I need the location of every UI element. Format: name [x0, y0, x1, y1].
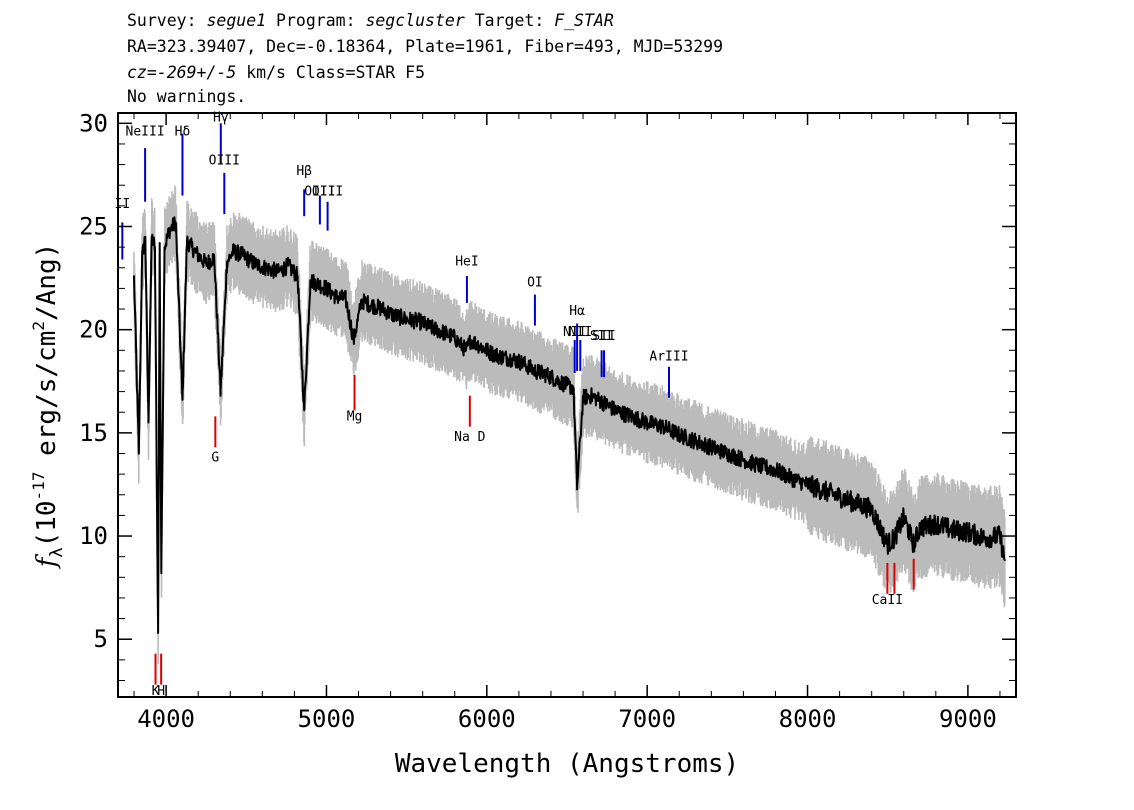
emission-line-label: SII: [590, 329, 613, 344]
emission-line-label: OIII: [209, 154, 240, 169]
target-value: F_STAR: [554, 11, 614, 30]
emission-line-label: OIII: [312, 185, 343, 200]
program-value: segcluster: [365, 11, 465, 30]
emission-line-label: OIII: [304, 185, 335, 200]
y-label-suffix: /Ang): [32, 243, 62, 321]
line-markers: NeIII HδHγOIIIHβOIIIOIIIHeIOINIIHαNIISIIS…: [115, 110, 915, 699]
flux-series: [133, 216, 1006, 634]
y-label-mid: erg/s/cm: [32, 331, 62, 472]
y-tick-label: 5: [94, 625, 108, 653]
absorption-line-label: Na D: [454, 430, 485, 445]
y-label-exp2: 2: [29, 321, 48, 331]
emission-line-label: NII: [569, 325, 592, 340]
x-tick-label: 4000: [137, 705, 195, 733]
y-tick-label: 30: [79, 109, 108, 137]
axis-ticks: 4000 5000 6000 7000 8000 9000 5 10 15 20 25 30: [79, 109, 1016, 733]
absorption-line-label: H: [157, 684, 165, 699]
program-key: Program:: [266, 11, 366, 30]
x-tick-label: 9000: [939, 705, 997, 733]
x-axis-label: Wavelength (Angstroms): [395, 749, 739, 779]
plot-frame: [117, 112, 1017, 698]
x-tick-label: 5000: [298, 705, 356, 733]
x-tick-label: 6000: [458, 705, 516, 733]
emission-line-label: NeIII: [126, 125, 165, 140]
emission-line-label: NII: [563, 325, 586, 340]
x-tick-label: 8000: [779, 705, 837, 733]
survey-key: Survey:: [127, 11, 207, 30]
absorption-line-label: Mg: [347, 409, 363, 424]
y-tick-label: 25: [79, 212, 108, 240]
x-tick-label: 7000: [618, 705, 676, 733]
y-tick-label: 20: [79, 316, 108, 344]
absorption-line-label: G: [211, 451, 219, 466]
y-label-exp1: -17: [29, 472, 48, 501]
emission-line-label: Hγ: [213, 110, 229, 125]
header-line-3: cz=-269+/-5 km/s Class=STAR F5: [127, 62, 425, 84]
emission-line-label: SII: [592, 329, 615, 344]
target-key: Target:: [464, 11, 555, 30]
emission-line-label: II: [115, 197, 131, 212]
emission-line-label: HeI: [455, 255, 478, 270]
absorption-line-label: CaII: [872, 593, 903, 608]
y-label-prefix: (10: [32, 500, 62, 547]
header-line-1: Survey: segue1 Program: segcluster Targe…: [127, 10, 614, 32]
header-line-4: No warnings.: [127, 87, 247, 106]
absorption-line-label: K: [152, 684, 160, 699]
class-text: km/s Class=STAR F5: [236, 63, 426, 82]
redshift-value: cz=-269+/-5: [127, 63, 237, 82]
emission-line-label: OI: [527, 275, 543, 290]
emission-line-label: Hα: [569, 304, 585, 319]
header-line-2: RA=323.39407, Dec=-0.18364, Plate=1961, …: [127, 37, 724, 56]
survey-value: segue1: [206, 11, 267, 30]
emission-line-label: ArIII: [649, 350, 688, 365]
y-axis-label: fλ(10-17 erg/s/cm2/Ang): [29, 243, 67, 570]
emission-line-label: Hβ: [296, 164, 312, 179]
y-tick-label: 15: [79, 419, 108, 447]
emission-line-label: Hδ: [175, 125, 191, 140]
y-tick-label: 10: [79, 522, 108, 550]
flux-line: [133, 216, 1006, 634]
y-label-lambda: λ: [47, 547, 67, 557]
